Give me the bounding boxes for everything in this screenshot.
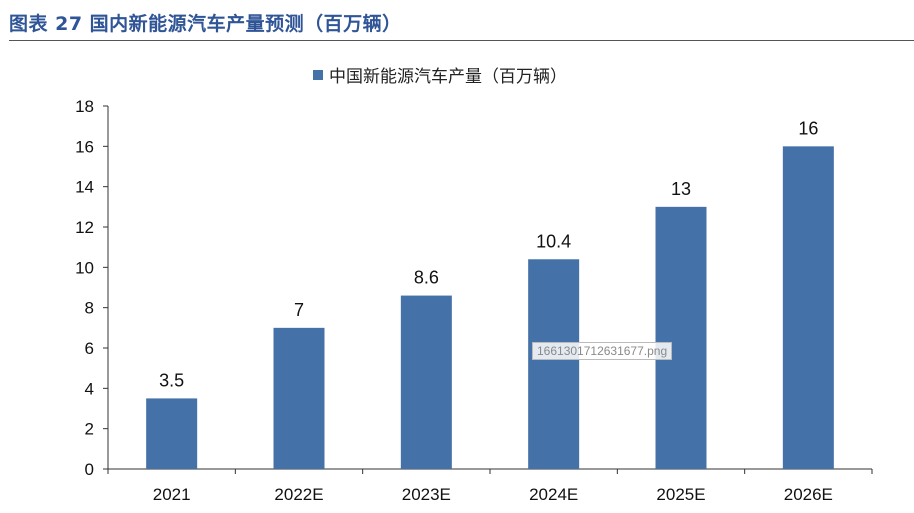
data-label: 7 bbox=[294, 300, 304, 320]
y-tick-label: 0 bbox=[85, 460, 94, 479]
y-tick-label: 12 bbox=[75, 218, 94, 237]
y-tick-label: 4 bbox=[85, 379, 94, 398]
legend-swatch bbox=[313, 69, 323, 80]
data-label: 13 bbox=[671, 179, 691, 199]
x-tick-label: 2025E bbox=[656, 485, 705, 504]
y-tick-label: 2 bbox=[85, 420, 94, 439]
y-tick-label: 6 bbox=[85, 339, 94, 358]
y-tick-label: 10 bbox=[75, 258, 94, 277]
y-tick-label: 14 bbox=[75, 178, 94, 197]
data-label: 3.5 bbox=[159, 370, 184, 390]
bar bbox=[146, 398, 198, 469]
y-tick-label: 8 bbox=[85, 299, 94, 318]
y-tick-label: 18 bbox=[75, 97, 94, 116]
x-tick-label: 2024E bbox=[529, 485, 578, 504]
y-tick-label: 16 bbox=[75, 137, 94, 156]
watermark-label: 1661301712631677.png bbox=[532, 342, 673, 360]
bar bbox=[782, 146, 834, 470]
legend: 中国新能源汽车产量（百万辆） bbox=[313, 62, 567, 87]
data-label: 10.4 bbox=[536, 231, 571, 251]
x-tick-label: 2022E bbox=[274, 485, 323, 504]
bar bbox=[655, 206, 707, 470]
bar bbox=[273, 327, 325, 469]
bar bbox=[400, 295, 452, 469]
data-label: 16 bbox=[798, 118, 818, 138]
data-label: 8.6 bbox=[414, 268, 439, 288]
legend-label: 中国新能源汽车产量（百万辆） bbox=[329, 67, 567, 87]
x-tick-label: 2023E bbox=[402, 485, 451, 504]
x-tick-label: 2026E bbox=[784, 485, 833, 504]
x-tick-label: 2021 bbox=[153, 485, 191, 504]
figure-title: 图表 27 国内新能源汽车产量预测（百万辆） bbox=[9, 13, 402, 35]
bar bbox=[528, 259, 580, 469]
title-divider bbox=[9, 40, 914, 41]
